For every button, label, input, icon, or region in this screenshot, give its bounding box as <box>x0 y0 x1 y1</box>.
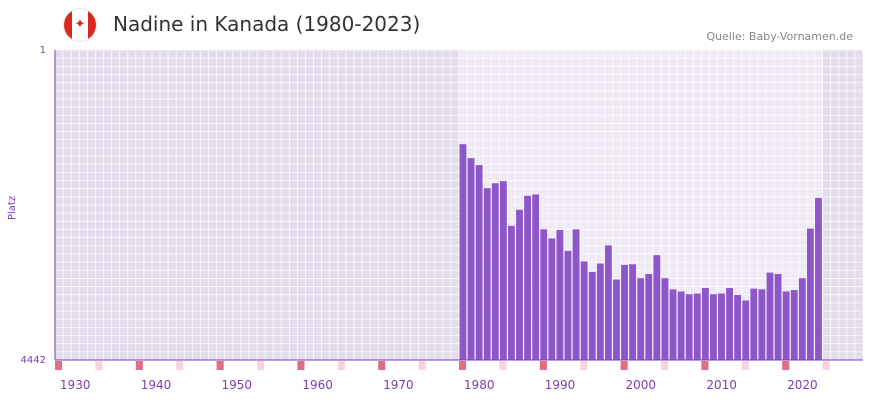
bar-2002 <box>653 255 661 360</box>
bar-2016 <box>766 272 774 360</box>
bar-2007 <box>693 293 701 360</box>
bar-2018 <box>782 291 790 360</box>
year-marker-1978 <box>459 361 467 370</box>
bar-2005 <box>677 291 685 360</box>
bar-1996 <box>604 245 612 360</box>
bar-1989 <box>548 238 556 360</box>
x-tick-label-1950: 1950 <box>222 378 253 392</box>
bar-1993 <box>580 261 588 360</box>
year-marker-2018 <box>782 361 790 370</box>
x-tick-label-2010: 2010 <box>706 378 737 392</box>
y-tick-label-top: 1 <box>40 45 46 56</box>
maple-leaf-icon: ✦ <box>74 17 86 32</box>
bar-1998 <box>621 264 628 360</box>
bar-2015 <box>758 289 766 360</box>
bar-1979 <box>467 158 475 360</box>
bar-2020 <box>798 278 806 360</box>
chart-title: Nadine in Kanada (1980-2023) <box>113 12 421 36</box>
bar-2001 <box>645 274 653 360</box>
year-marker-1933 <box>95 361 103 370</box>
bar-1987 <box>532 194 540 360</box>
x-tick-label-1980: 1980 <box>464 378 495 392</box>
year-marker-1948 <box>216 361 224 370</box>
bar-2022 <box>815 197 822 360</box>
bar-2003 <box>661 278 669 360</box>
bar-2004 <box>669 289 677 360</box>
bar-2012 <box>734 294 742 360</box>
flag-left-band <box>64 9 72 41</box>
bar-1978 <box>459 144 467 360</box>
year-marker-1988 <box>539 361 547 370</box>
bar-1997 <box>613 279 620 360</box>
source-label: Quelle: Baby-Vornamen.de <box>706 30 853 43</box>
bar-1988 <box>540 229 548 360</box>
x-tick-label-1930: 1930 <box>60 378 91 392</box>
bar-2013 <box>742 300 750 360</box>
x-tick-label-1990: 1990 <box>545 378 576 392</box>
bar-2010 <box>718 293 725 360</box>
bar-2009 <box>709 294 717 360</box>
bar-1991 <box>564 250 572 360</box>
y-tick-label-bottom: 4442 <box>21 355 46 366</box>
canada-flag-icon: ✦ <box>64 9 96 41</box>
year-marker-1938 <box>135 361 143 370</box>
bar-1985 <box>516 209 523 360</box>
bar-2006 <box>685 294 693 360</box>
year-marker-1968 <box>378 361 386 370</box>
x-tick-label-2000: 2000 <box>626 378 657 392</box>
year-marker-2008 <box>701 361 709 370</box>
year-marker-1993 <box>580 361 588 370</box>
bar-2008 <box>701 287 709 360</box>
bar-1981 <box>483 188 491 360</box>
x-tick-label-2020: 2020 <box>787 378 818 392</box>
bar-2021 <box>806 228 814 360</box>
bar-1982 <box>491 183 499 360</box>
bar-1980 <box>475 165 483 360</box>
bar-1984 <box>507 225 515 360</box>
year-marker-1958 <box>297 361 305 370</box>
bar-2014 <box>750 288 758 360</box>
bar-1999 <box>629 264 637 360</box>
bar-2000 <box>637 278 645 360</box>
year-marker-2013 <box>741 361 749 370</box>
year-marker-1973 <box>418 361 426 370</box>
year-marker-2023 <box>822 361 830 370</box>
year-marker-1983 <box>499 361 507 370</box>
year-marker-1943 <box>176 361 184 370</box>
bar-1995 <box>596 263 604 360</box>
x-tick-label-1940: 1940 <box>141 378 172 392</box>
year-marker-1998 <box>620 361 628 370</box>
bar-1983 <box>499 181 507 360</box>
year-marker-1953 <box>257 361 265 370</box>
x-tick-label-1970: 1970 <box>383 378 414 392</box>
flag-right-band <box>88 9 96 41</box>
x-tick-label-1960: 1960 <box>302 378 333 392</box>
bar-2017 <box>774 274 782 360</box>
bar-1986 <box>524 195 532 360</box>
year-marker-2003 <box>661 361 669 370</box>
year-marker-1928 <box>55 361 63 370</box>
bar-2019 <box>790 290 798 360</box>
bar-1994 <box>588 271 596 360</box>
bar-1990 <box>556 230 564 360</box>
bar-1992 <box>572 229 580 360</box>
year-marker-1963 <box>337 361 345 370</box>
bar-2011 <box>726 287 734 360</box>
